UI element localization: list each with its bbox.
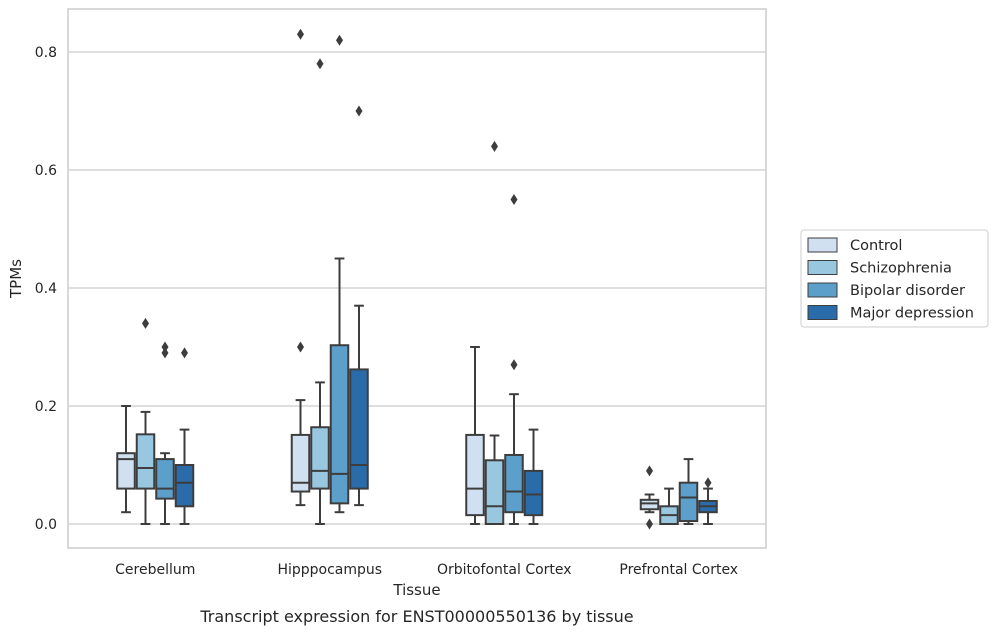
legend-swatch bbox=[807, 237, 838, 253]
box-series bbox=[116, 28, 718, 530]
x-tick-label: Prefrontal Cortex bbox=[619, 562, 738, 578]
x-tick-label: Cerebellum bbox=[115, 562, 195, 578]
box-control bbox=[639, 465, 660, 530]
box-body bbox=[329, 344, 350, 505]
box-schizophrenia bbox=[135, 317, 156, 525]
box-major-depression bbox=[523, 428, 544, 525]
box-schizophrenia bbox=[659, 487, 679, 525]
outlier-point bbox=[491, 140, 498, 152]
box-control bbox=[290, 28, 311, 507]
outlier-point bbox=[704, 477, 712, 489]
outlier-point bbox=[646, 465, 653, 477]
y-tick-label: 0.8 bbox=[35, 45, 57, 61]
box-bipolar-disorder bbox=[155, 341, 175, 525]
outlier-point bbox=[161, 347, 169, 359]
box-body bbox=[465, 433, 485, 517]
legend-label: Schizophrenia bbox=[850, 261, 952, 277]
box-control bbox=[465, 346, 485, 525]
box-bipolar-disorder bbox=[329, 34, 350, 514]
plot-frame bbox=[67, 8, 767, 549]
legend-swatch bbox=[807, 282, 838, 298]
legend: Control Schizophrenia Bipolar disorder Majo… bbox=[800, 229, 989, 328]
legend-label: Major depression bbox=[850, 306, 974, 322]
x-axis-label: Tissue bbox=[392, 581, 440, 599]
box-body bbox=[116, 452, 136, 490]
box-schizophrenia bbox=[484, 140, 505, 525]
box-body bbox=[174, 464, 195, 508]
box-body bbox=[504, 453, 524, 514]
y-tick-label: 0.2 bbox=[35, 399, 57, 415]
box-body bbox=[349, 368, 369, 490]
outlier-point bbox=[161, 341, 169, 353]
legend-label: Bipolar disorder bbox=[850, 283, 965, 299]
y-tick-label: 0.6 bbox=[35, 163, 57, 179]
outlier-point bbox=[355, 105, 363, 117]
y-tick-label: 0.4 bbox=[35, 281, 57, 297]
legend-label: Control bbox=[850, 238, 902, 254]
legend-swatch bbox=[807, 305, 838, 320]
box-body bbox=[484, 459, 505, 525]
outlier-point bbox=[336, 34, 343, 46]
box-body bbox=[135, 433, 156, 490]
box-body bbox=[678, 481, 699, 523]
box-control bbox=[116, 405, 136, 514]
outlier-point bbox=[646, 518, 653, 530]
gridlines bbox=[68, 51, 766, 525]
box-major-depression bbox=[349, 105, 369, 507]
outlier-point bbox=[510, 194, 518, 205]
box-body bbox=[639, 498, 660, 511]
legend-swatch bbox=[807, 260, 838, 275]
legend-frame bbox=[800, 229, 989, 328]
outlier-point bbox=[316, 58, 324, 70]
box-bipolar-disorder bbox=[504, 194, 524, 525]
x-tick-label: Hipppocampus bbox=[277, 562, 382, 578]
box-body bbox=[290, 433, 311, 493]
box-bipolar-disorder bbox=[678, 458, 699, 525]
outlier-point bbox=[297, 341, 304, 353]
x-tick-label: Orbitofontal Cortex bbox=[437, 562, 572, 578]
y-tick-label: 0.0 bbox=[35, 517, 57, 533]
outlier-point bbox=[297, 28, 304, 40]
box-schizophrenia bbox=[310, 58, 330, 525]
y-axis-ticks: 0.0 0.2 0.4 0.6 0.8 bbox=[35, 45, 57, 533]
figure-caption: Transcript expression for ENST0000055013… bbox=[199, 607, 633, 626]
y-axis-label: TPMs bbox=[7, 259, 25, 299]
box-major-depression bbox=[698, 477, 718, 525]
outlier-point bbox=[510, 359, 518, 371]
outlier-point bbox=[181, 347, 188, 359]
x-axis-ticks: Cerebellum Hipppocampus Orbitofontal Corte… bbox=[115, 562, 738, 578]
box-body bbox=[310, 426, 330, 490]
box-body bbox=[155, 458, 175, 500]
box-body bbox=[523, 469, 544, 517]
box-major-depression bbox=[174, 347, 195, 525]
outlier-point bbox=[142, 317, 149, 329]
